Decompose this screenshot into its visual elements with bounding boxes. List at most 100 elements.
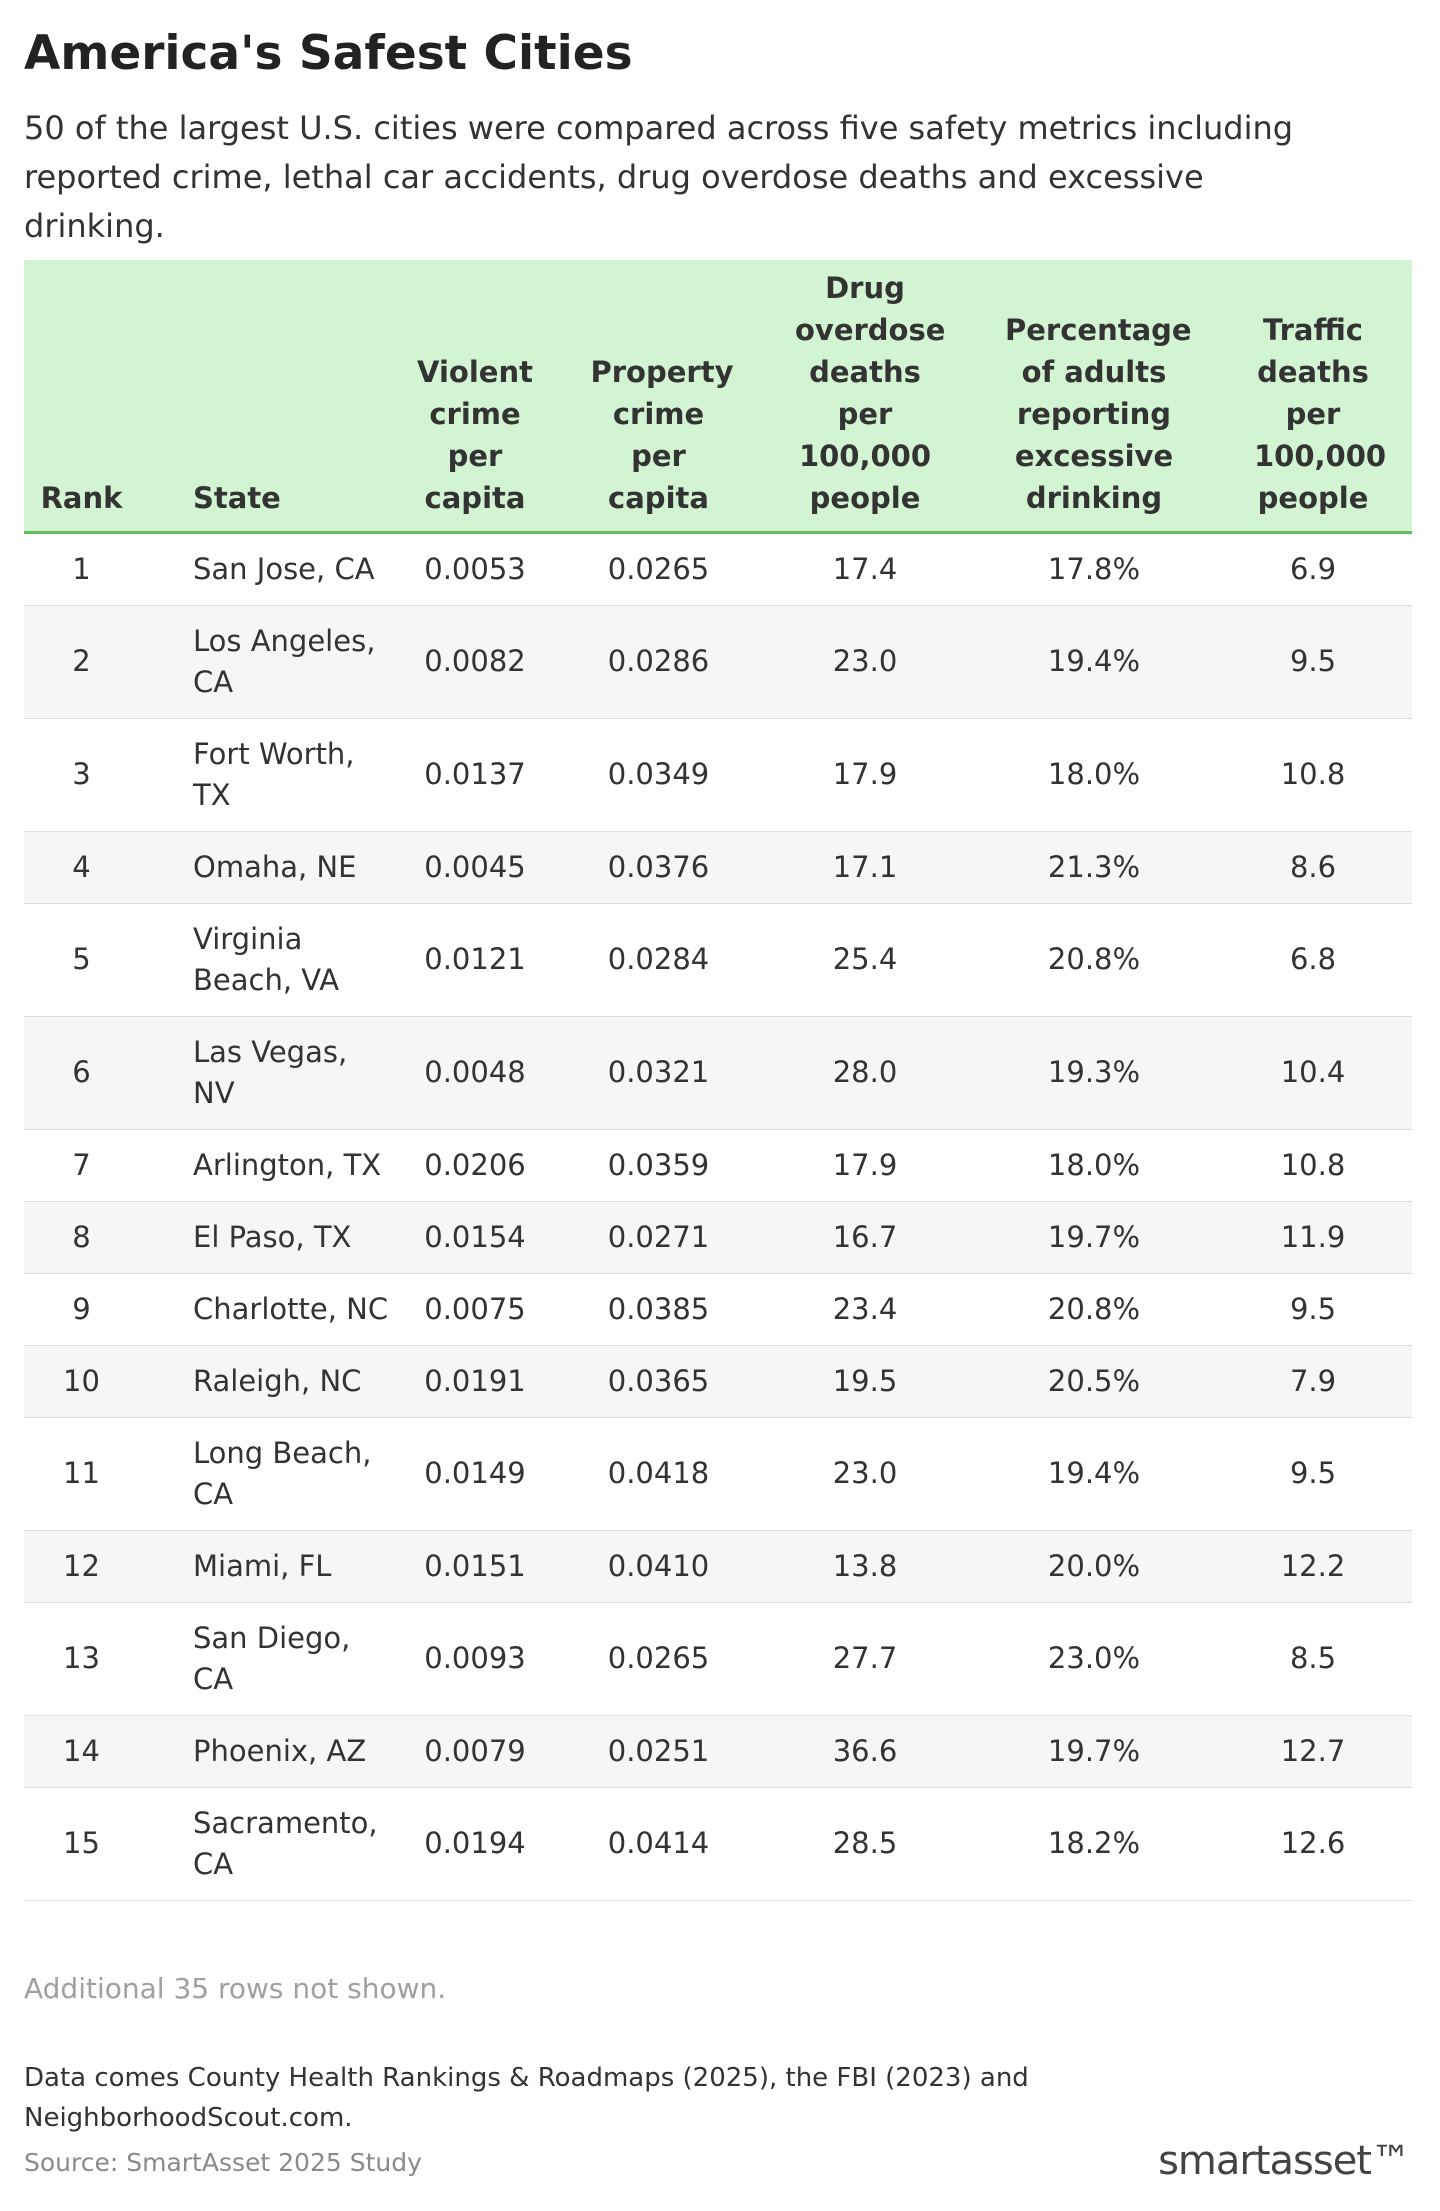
- column-header: Property crime per capita: [561, 260, 756, 534]
- table-cell: 6: [24, 1016, 139, 1130]
- cell-text: 0.0191: [424, 1363, 526, 1398]
- table-cell: 17.9: [756, 718, 974, 832]
- table-cell: 11.9: [1214, 1201, 1412, 1274]
- cell-text: 0.0151: [424, 1548, 526, 1583]
- table-cell: 20.5%: [974, 1345, 1214, 1418]
- cell-text: 21.3%: [1047, 849, 1141, 884]
- state-cell: Sacramento, CA: [139, 1787, 389, 1901]
- source: Source: SmartAsset 2025 Study: [24, 2148, 422, 2177]
- table-cell: 5: [24, 903, 139, 1017]
- state-cell: Arlington, TX: [139, 1129, 389, 1202]
- table-row: 10 Raleigh, NC 0.0191 0.0365 19.5 20.5% 7.9: [24, 1345, 1412, 1418]
- table-cell: 0.0154: [389, 1201, 561, 1274]
- cell-text: 0.0321: [607, 1055, 710, 1089]
- table-row: 13 San Diego, CA 0.0093 0.0265 27.7 23.0% 8.5: [24, 1602, 1412, 1716]
- cell-text: 0.0137: [424, 757, 526, 791]
- table-cell: 0.0206: [389, 1129, 561, 1202]
- table-cell: 0.0053: [389, 532, 561, 606]
- cell-text: 18.0%: [1047, 757, 1141, 791]
- table-cell: 1: [24, 532, 139, 606]
- table-cell: 0.0093: [389, 1602, 561, 1716]
- cell-text: 0.0271: [607, 1219, 710, 1254]
- cell-text: 10.8: [1280, 1147, 1346, 1182]
- cell-text: San Diego, CA: [193, 1620, 351, 1696]
- cell-text: 28.5: [832, 1826, 898, 1860]
- table-cell: 0.0349: [561, 718, 756, 832]
- cell-text: 23.4: [832, 1291, 898, 1326]
- cell-text: 8.5: [1289, 1641, 1337, 1675]
- table-head: Rank State Violent crime per capita Propert…: [24, 260, 1412, 534]
- column-header-text: State: [193, 480, 281, 515]
- table-cell: 0.0385: [561, 1273, 756, 1346]
- table-cell: 3: [24, 718, 139, 832]
- cell-text: 19.3%: [1047, 1055, 1141, 1089]
- cell-text: Virginia Beach, VA: [193, 921, 340, 997]
- table-cell: 4: [24, 831, 139, 904]
- cell-text: 0.0385: [607, 1291, 710, 1326]
- table-cell: 23.0%: [974, 1602, 1214, 1716]
- table-cell: 17.1: [756, 831, 974, 904]
- table-cell: 0.0191: [389, 1345, 561, 1418]
- cell-text: 20.0%: [1047, 1548, 1141, 1583]
- data-table: Rank State Violent crime per capita Propert…: [24, 260, 1412, 1901]
- cell-text: 23.0: [832, 1456, 898, 1490]
- cell-text: 0.0149: [424, 1456, 526, 1490]
- cell-text: 4: [72, 849, 91, 884]
- column-header: Percentage of adults reporting excessive…: [974, 260, 1214, 534]
- table-cell: 8: [24, 1201, 139, 1274]
- cell-text: 9.5: [1289, 1291, 1337, 1326]
- cell-text: 0.0194: [424, 1826, 526, 1860]
- table-cell: 14: [24, 1715, 139, 1788]
- state-cell: El Paso, TX: [139, 1201, 389, 1274]
- cell-text: 0.0286: [607, 644, 710, 678]
- table-cell: 23.0: [756, 605, 974, 719]
- cell-text: 2: [72, 644, 91, 678]
- table-cell: 18.0%: [974, 718, 1214, 832]
- cell-text: 0.0349: [607, 757, 710, 791]
- table-row: 5 Virginia Beach, VA 0.0121 0.0284 25.4 20.8%…: [24, 903, 1412, 1017]
- cell-text: Phoenix, AZ: [193, 1733, 367, 1768]
- table-cell: 19.7%: [974, 1715, 1214, 1788]
- cell-text: Sacramento, CA: [193, 1805, 378, 1881]
- table-cell: 0.0151: [389, 1530, 561, 1603]
- table-cell: 0.0121: [389, 903, 561, 1017]
- cell-text: Las Vegas, NV: [193, 1034, 348, 1110]
- column-header: Rank: [24, 260, 139, 534]
- column-header: Violent crime per capita: [389, 260, 561, 534]
- cell-text: 6: [72, 1055, 91, 1089]
- cell-text: 0.0093: [424, 1641, 526, 1675]
- table-cell: 0.0359: [561, 1129, 756, 1202]
- table-cell: 7.9: [1214, 1345, 1412, 1418]
- cell-text: 0.0048: [424, 1055, 526, 1089]
- table-cell: 27.7: [756, 1602, 974, 1716]
- table-cell: 13.8: [756, 1530, 974, 1603]
- cell-text: 0.0251: [607, 1733, 710, 1768]
- table-row: 11 Long Beach, CA 0.0149 0.0418 23.0 19.4% 9.5: [24, 1417, 1412, 1531]
- column-header: Traffic deaths per 100,000 people: [1214, 260, 1412, 534]
- cell-text: 7.9: [1289, 1363, 1337, 1398]
- table-cell: 0.0137: [389, 718, 561, 832]
- cell-text: 13.8: [832, 1548, 898, 1583]
- cell-text: 12.6: [1280, 1826, 1346, 1860]
- cell-text: 7: [72, 1147, 91, 1182]
- table-cell: 19.5: [756, 1345, 974, 1418]
- cell-text: 12: [63, 1548, 100, 1583]
- cell-text: 0.0414: [607, 1826, 710, 1860]
- cell-text: 0.0045: [424, 849, 526, 884]
- table-cell: 19.4%: [974, 605, 1214, 719]
- column-header-text: Drug overdose deaths per 100,000 people: [795, 270, 946, 515]
- table-cell: 7: [24, 1129, 139, 1202]
- cell-text: 0.0121: [424, 942, 526, 976]
- cell-text: 9: [72, 1291, 91, 1326]
- cell-text: 16.7: [832, 1219, 898, 1254]
- column-header: State: [139, 260, 389, 534]
- table-cell: 0.0321: [561, 1016, 756, 1130]
- table-cell: 12.6: [1214, 1787, 1412, 1901]
- table-cell: 10.8: [1214, 1129, 1412, 1202]
- state-cell: Charlotte, NC: [139, 1273, 389, 1346]
- table-cell: 0.0365: [561, 1345, 756, 1418]
- cell-text: 18.2%: [1047, 1826, 1141, 1860]
- table-cell: 0.0079: [389, 1715, 561, 1788]
- cell-text: 9.5: [1289, 1456, 1337, 1490]
